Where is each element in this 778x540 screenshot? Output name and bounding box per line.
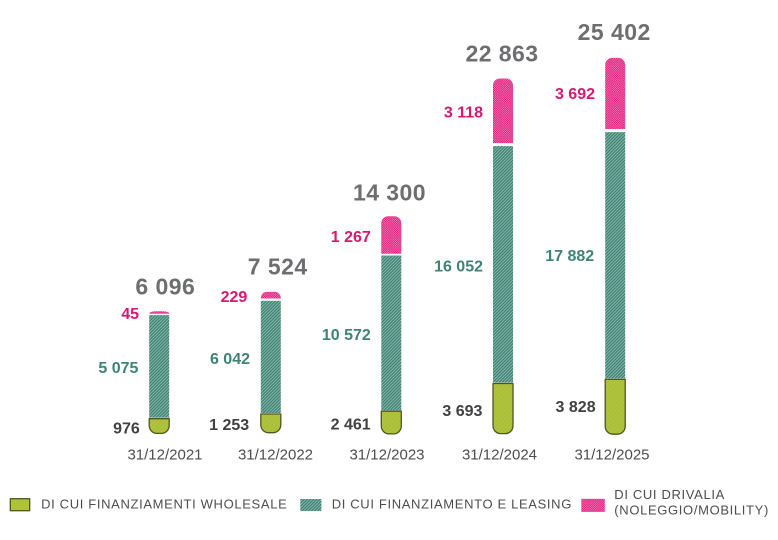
- svg-text:DI CUI DRIVALIA: DI CUI DRIVALIA: [614, 487, 725, 502]
- svg-text:5 075: 5 075: [98, 360, 138, 377]
- svg-text:DI CUI FINANZIAMENTI WHOLESALE: DI CUI FINANZIAMENTI WHOLESALE: [41, 497, 287, 512]
- svg-text:31/12/2025: 31/12/2025: [574, 447, 649, 464]
- svg-text:2 461: 2 461: [331, 417, 371, 434]
- svg-text:6 042: 6 042: [210, 351, 250, 368]
- svg-text:25 402: 25 402: [578, 19, 651, 45]
- svg-text:(NOLEGGIO/MOBILITY): (NOLEGGIO/MOBILITY): [614, 502, 769, 517]
- svg-text:229: 229: [221, 289, 248, 306]
- svg-text:3 693: 3 693: [442, 403, 482, 420]
- svg-text:1 253: 1 253: [209, 417, 249, 434]
- svg-text:7 524: 7 524: [248, 254, 308, 280]
- svg-text:10 572: 10 572: [322, 327, 371, 344]
- svg-text:31/12/2021: 31/12/2021: [127, 447, 202, 464]
- svg-text:31/12/2022: 31/12/2022: [238, 447, 313, 464]
- svg-text:16 052: 16 052: [434, 259, 483, 276]
- svg-text:14 300: 14 300: [353, 180, 426, 206]
- svg-text:DI CUI FINANZIAMENTO E LEASING: DI CUI FINANZIAMENTO E LEASING: [332, 497, 572, 512]
- svg-text:6 096: 6 096: [135, 274, 195, 300]
- svg-text:17 882: 17 882: [545, 248, 594, 265]
- svg-text:1 267: 1 267: [331, 229, 371, 246]
- svg-text:3 828: 3 828: [556, 399, 596, 416]
- svg-text:22 863: 22 863: [465, 41, 538, 67]
- svg-text:3 692: 3 692: [555, 86, 595, 103]
- svg-text:31/12/2024: 31/12/2024: [462, 447, 537, 464]
- svg-text:976: 976: [113, 420, 140, 437]
- svg-text:31/12/2023: 31/12/2023: [349, 447, 424, 464]
- svg-text:45: 45: [121, 306, 139, 323]
- svg-text:3 118: 3 118: [444, 104, 483, 121]
